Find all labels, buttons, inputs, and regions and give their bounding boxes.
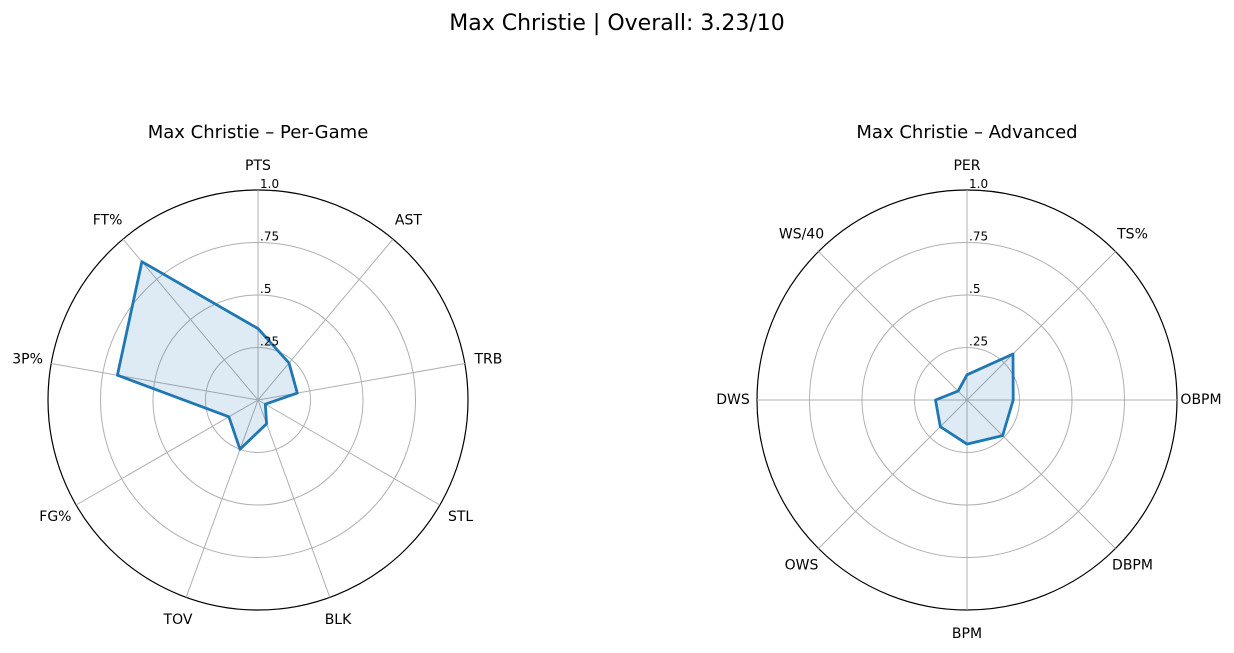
radial-tick-label: .5 <box>969 282 980 296</box>
series-line <box>116 260 299 451</box>
radial-tick-label: .75 <box>969 230 988 244</box>
radar-chart-per-game: Max Christie – Per-Game .25 .5 .75 1.0 PTS AS… <box>12 122 502 628</box>
spoke-line <box>185 399 259 598</box>
radial-tick-label: .25 <box>969 335 988 349</box>
axis-label-pts: PTS <box>245 158 271 174</box>
axis-label-blk: BLK <box>325 612 352 628</box>
spoke-line <box>818 399 968 549</box>
radial-tick-label: .5 <box>260 282 271 296</box>
spoke-line <box>257 399 441 506</box>
axis-label-per: PER <box>953 158 980 174</box>
axis-label-dbpm: DBPM <box>1112 558 1153 574</box>
spoke-line <box>122 238 259 401</box>
spoke-line <box>257 399 331 598</box>
axis-label-stl: STL <box>448 509 473 525</box>
axis-label-fg-pct: FG% <box>39 509 71 525</box>
spoke-line <box>51 363 259 401</box>
axis-label-trb: TRB <box>473 351 502 367</box>
axis-label-bpm: BPM <box>952 626 982 642</box>
spoke-line <box>818 251 968 401</box>
axis-label-ws-40: WS/40 <box>779 227 824 243</box>
axis-label-ows: OWS <box>785 558 819 574</box>
spoke-line <box>257 238 394 401</box>
axis-label-ast: AST <box>395 213 422 229</box>
radial-tick-label: .25 <box>260 335 279 349</box>
radial-tick-label: .75 <box>260 230 279 244</box>
axis-label-ft-pct: FT% <box>93 213 123 229</box>
spoke-line <box>966 251 1116 401</box>
chart-title: Max Christie – Advanced <box>856 122 1077 143</box>
axis-label-ts-pct: TS% <box>1116 227 1148 243</box>
axis-label-tov: TOV <box>163 612 193 628</box>
spoke-line <box>966 399 1116 549</box>
series-area <box>117 261 298 450</box>
radial-tick-label: 1.0 <box>260 177 279 191</box>
chart-title: Max Christie – Per-Game <box>148 122 369 143</box>
radar-chart-advanced: Max Christie – Advanced .25 .5 .75 1.0 PER TS… <box>716 122 1221 642</box>
radial-tick-label: 1.0 <box>969 177 988 191</box>
figure-title: Max Christie | Overall: 3.23/10 <box>449 11 785 36</box>
series-area <box>935 354 1014 445</box>
axis-label-obpm: OBPM <box>1180 392 1221 408</box>
axis-label-dws: DWS <box>716 392 750 408</box>
axis-label-3p-pct: 3P% <box>12 351 43 367</box>
